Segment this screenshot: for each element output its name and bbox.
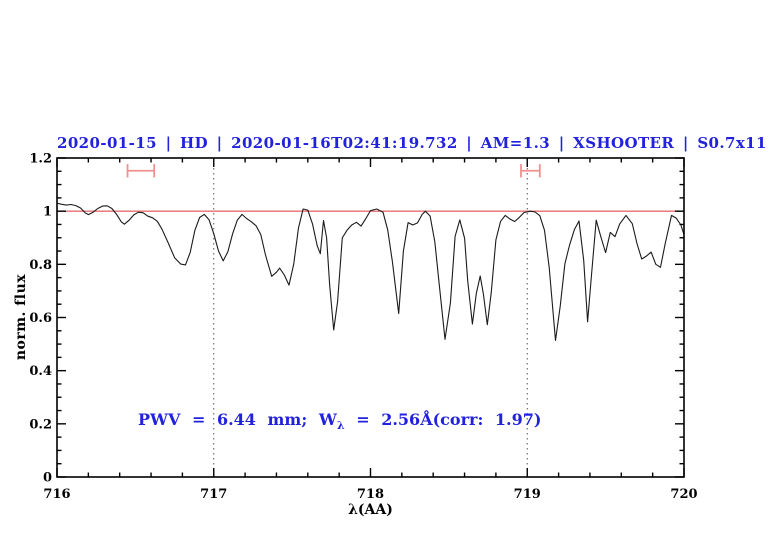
y-tick-label: 0.8 bbox=[29, 258, 52, 273]
x-tick-label: 719 bbox=[514, 487, 541, 502]
pwv-annotation-subscript: λ bbox=[336, 418, 345, 433]
y-tick-label: 0.6 bbox=[29, 311, 52, 326]
pwv-annotation: PWV = 6.44 mm; Wλ = 2.56Å(corr: 1.97) bbox=[138, 410, 541, 432]
x-tick-label: 717 bbox=[200, 487, 227, 502]
y-tick-label: 0.2 bbox=[29, 417, 52, 432]
x-tick-label: 720 bbox=[670, 487, 697, 502]
pwv-annotation-prefix: PWV = 6.44 mm; W bbox=[138, 410, 337, 429]
y-tick-label: 0 bbox=[43, 471, 52, 486]
spectrum-line bbox=[56, 202, 685, 341]
y-tick-label: 1 bbox=[43, 205, 52, 220]
plot-title: 2020-01-15 | HD | 2020-01-16T02:41:19.73… bbox=[57, 134, 767, 152]
pwv-annotation-suffix: = 2.56Å(corr: 1.97) bbox=[344, 410, 542, 429]
x-tick-label: 716 bbox=[43, 487, 70, 502]
x-tick-label: 718 bbox=[357, 487, 384, 502]
y-tick-label: 0.4 bbox=[29, 364, 52, 379]
y-axis-title: norm. flux bbox=[13, 273, 29, 361]
x-axis-title: λ(AA) bbox=[348, 502, 393, 518]
y-tick-label: 1.2 bbox=[29, 152, 52, 167]
